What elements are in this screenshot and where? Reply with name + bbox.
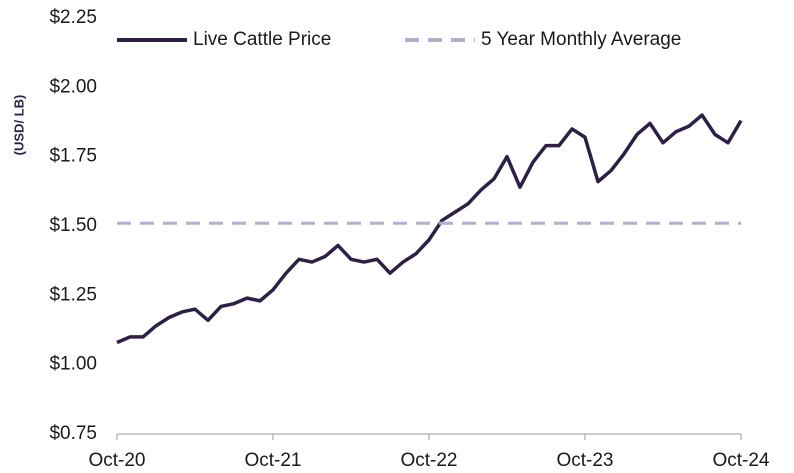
- x-tick-label: Oct-20: [88, 450, 145, 471]
- x-tick-label: Oct-21: [244, 450, 301, 471]
- x-tick-label: Oct-23: [556, 450, 613, 471]
- y-tick-label: $2.00: [49, 76, 97, 97]
- x-tick-label: Oct-22: [400, 450, 457, 471]
- y-tick-label: $1.50: [49, 215, 97, 236]
- y-tick-label: $1.75: [49, 146, 97, 167]
- x-tick-label: Oct-24: [712, 450, 769, 471]
- y-tick-label: $2.25: [49, 7, 97, 28]
- y-tick-label: $1.00: [49, 354, 97, 375]
- series-line: [116, 113, 743, 345]
- legend-label: 5 Year Monthly Average: [481, 29, 681, 50]
- y-tick-label: $1.25: [49, 284, 97, 305]
- y-axis-label: (USD/ LB): [11, 95, 26, 156]
- y-tick-label: $0.75: [49, 423, 97, 444]
- legend-label: Live Cattle Price: [193, 29, 331, 50]
